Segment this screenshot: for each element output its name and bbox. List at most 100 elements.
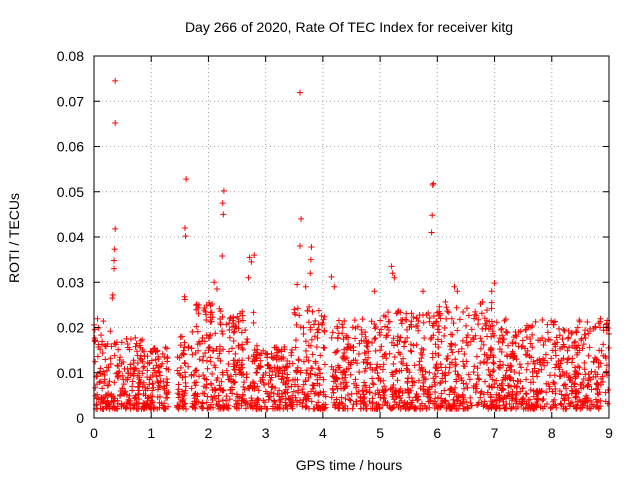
data-point	[527, 336, 534, 343]
data-point	[482, 378, 488, 385]
data-point	[415, 318, 422, 325]
data-point	[558, 401, 565, 408]
data-point	[342, 395, 349, 402]
data-point	[379, 401, 386, 408]
data-point	[232, 397, 239, 404]
data-point	[523, 391, 530, 398]
x-tick-label: 5	[376, 425, 384, 441]
data-point	[600, 327, 607, 334]
data-point	[486, 371, 493, 378]
data-point	[558, 391, 565, 398]
data-point	[481, 398, 488, 405]
data-point	[539, 317, 546, 324]
data-point	[262, 388, 269, 395]
data-point	[493, 397, 500, 404]
data-point	[226, 315, 233, 322]
data-point	[124, 341, 131, 348]
data-point	[487, 372, 494, 379]
data-point	[235, 400, 242, 407]
data-point	[397, 385, 404, 392]
data-point	[372, 323, 379, 330]
data-point	[255, 387, 262, 394]
data-point	[460, 380, 467, 387]
data-point	[287, 402, 294, 409]
data-point	[333, 374, 340, 381]
data-point	[194, 328, 201, 335]
data-point	[149, 399, 156, 406]
data-point	[597, 315, 604, 322]
data-point	[566, 344, 573, 351]
data-point	[307, 270, 314, 277]
data-point	[586, 344, 593, 351]
data-point	[295, 356, 302, 363]
data-point	[176, 391, 183, 398]
data-point	[355, 388, 362, 395]
data-point	[504, 329, 511, 336]
data-point	[465, 312, 472, 319]
data-point	[269, 355, 276, 362]
data-point	[220, 346, 227, 353]
data-point	[142, 392, 149, 399]
data-point	[258, 350, 265, 357]
data-point	[543, 380, 550, 387]
data-point	[274, 352, 281, 359]
data-point	[511, 382, 518, 389]
data-point	[578, 335, 585, 342]
data-point	[389, 270, 396, 277]
data-point	[559, 368, 566, 375]
data-point	[442, 378, 449, 385]
data-point	[248, 258, 255, 265]
data-point	[332, 349, 339, 356]
data-point	[240, 346, 247, 353]
data-point	[209, 386, 216, 393]
data-point	[258, 405, 265, 412]
data-point	[381, 351, 388, 358]
data-point	[487, 346, 494, 353]
data-point	[321, 313, 328, 320]
data-point	[434, 326, 441, 333]
data-point	[174, 390, 181, 397]
data-point	[403, 365, 410, 372]
data-point	[388, 263, 395, 270]
data-point	[394, 333, 401, 340]
data-point	[576, 317, 583, 324]
data-point	[137, 352, 144, 359]
data-point	[262, 369, 269, 376]
data-point	[274, 404, 281, 411]
data-point	[377, 347, 384, 354]
data-point	[150, 405, 157, 412]
data-point	[93, 395, 100, 402]
data-point	[390, 335, 397, 342]
data-point	[497, 335, 504, 342]
data-point	[115, 363, 122, 370]
data-point	[163, 382, 170, 389]
data-point	[352, 335, 359, 342]
data-point	[151, 369, 158, 376]
data-point	[433, 401, 440, 408]
data-point	[188, 385, 195, 392]
data-point	[179, 388, 186, 395]
data-point	[251, 357, 258, 364]
data-point	[581, 359, 588, 366]
data-point	[526, 353, 533, 360]
data-point	[136, 376, 143, 383]
data-point	[92, 337, 99, 344]
data-point	[412, 405, 419, 412]
data-point	[489, 376, 496, 383]
data-point	[427, 398, 434, 405]
data-point	[533, 369, 540, 376]
data-point	[524, 360, 531, 367]
data-point	[309, 365, 316, 372]
data-point	[513, 398, 520, 405]
data-point	[568, 399, 575, 406]
data-point	[209, 396, 216, 403]
data-point	[466, 376, 473, 383]
data-point	[460, 358, 467, 365]
data-point	[299, 389, 306, 396]
data-point	[379, 386, 386, 393]
data-point	[119, 385, 126, 392]
data-point	[335, 405, 342, 412]
data-point	[174, 367, 181, 374]
data-point	[366, 389, 373, 396]
data-point	[572, 367, 579, 374]
